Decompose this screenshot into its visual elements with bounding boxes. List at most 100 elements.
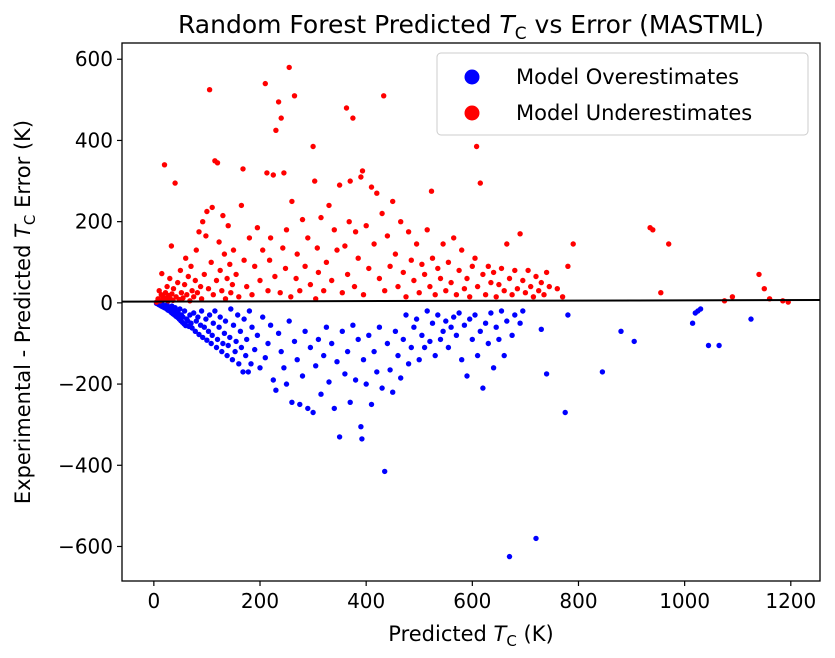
data-point [346,219,352,225]
data-point [310,143,316,150]
data-point [240,166,246,172]
data-point [541,292,547,298]
data-point [221,251,228,257]
data-point [435,312,441,318]
x-tick-label: 800 [559,589,597,613]
data-point [432,352,438,359]
data-point [392,251,399,257]
data-point [280,245,286,251]
data-point [249,292,255,298]
data-point [273,387,279,393]
data-point [424,308,430,314]
data-point [482,320,489,326]
data-point [374,369,380,375]
data-point [204,337,210,343]
data-point [224,275,230,282]
data-point [448,324,454,330]
data-point [387,263,393,269]
data-point [334,247,340,253]
data-point [429,255,436,261]
data-point [294,251,300,257]
data-point [273,127,279,133]
data-point [371,348,377,355]
legend-label-overestimates: Model Overestimates [516,65,739,89]
data-point [203,316,209,322]
data-point [428,188,435,194]
data-point [599,369,606,375]
data-point [474,283,481,290]
data-point [360,357,367,363]
data-point [379,385,385,391]
data-point [358,174,364,180]
y-axis-label-symbol: T [11,223,35,238]
data-point [313,296,319,302]
data-point [326,379,332,385]
data-point [204,208,210,215]
data-point [188,263,194,269]
data-point [291,93,298,99]
data-point [302,328,308,334]
data-point [382,288,388,294]
data-point [517,231,523,237]
data-point [210,320,216,326]
data-point [443,318,449,324]
series-1 [153,64,791,305]
data-point [496,281,502,288]
y-tick-label: −600 [58,534,113,558]
data-point [480,385,486,391]
data-point [315,336,322,343]
data-point [167,275,173,282]
y-tick-label: 400 [75,128,113,152]
data-point [413,316,420,322]
data-point [705,342,712,349]
data-point [270,377,276,383]
data-point [366,265,372,272]
data-point [453,292,460,298]
data-point [254,332,261,338]
data-point [307,344,314,351]
data-point [488,310,494,316]
data-point [219,288,225,294]
data-point [533,273,539,280]
data-point [461,322,468,328]
data-point [366,332,372,338]
data-point [374,190,380,196]
data-point [224,352,230,359]
data-point [192,277,198,284]
data-point [246,235,253,241]
axis-ticks: 0 200 400 600 800 1000 1200 −600 −400 −200 0 200 400… [58,47,816,613]
data-point [440,328,446,334]
data-point [169,291,175,297]
data-point [331,405,337,412]
data-point [257,277,263,284]
data-point [245,369,251,375]
data-point [177,267,184,274]
data-point [689,320,696,326]
data-point [181,281,188,288]
data-point [376,275,383,282]
data-point [291,338,298,345]
data-point [225,223,231,229]
data-point [697,306,704,312]
data-point [265,340,271,347]
data-point [209,332,215,338]
data-point [493,324,499,330]
data-point [482,292,489,298]
data-point [172,180,178,186]
data-point [240,369,246,375]
zero-reference-line [121,299,821,303]
y-tick-label: 600 [75,47,113,71]
data-point [473,143,480,150]
data-point [264,170,270,176]
data-point [451,235,457,241]
data-point [238,202,245,209]
data-point [228,306,234,312]
data-point [220,212,226,219]
data-point [501,352,507,359]
data-point [419,332,425,338]
data-point [403,294,409,300]
data-point [205,328,212,334]
data-point [408,344,414,351]
data-point [451,314,457,320]
data-point [164,283,170,290]
